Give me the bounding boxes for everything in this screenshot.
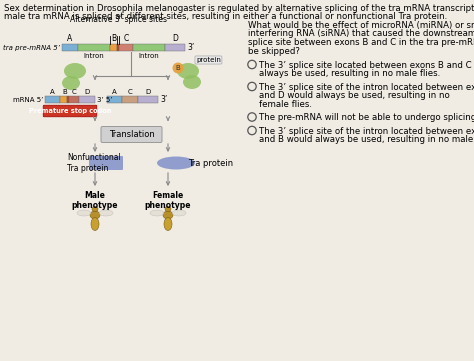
Text: Tra protein: Tra protein [188, 158, 233, 168]
Text: splice site between exons B and C in the tra pre-mRNA to: splice site between exons B and C in the… [248, 38, 474, 47]
Text: Translation: Translation [109, 130, 155, 139]
Text: Sex determination in Drosophila melanogaster is regulated by alternative splicin: Sex determination in Drosophila melanoga… [4, 4, 474, 13]
Text: and B would always be used, resulting in no male flies.: and B would always be used, resulting in… [259, 135, 474, 144]
Ellipse shape [77, 210, 91, 216]
Text: Female
phenotype: Female phenotype [145, 191, 191, 210]
Text: 3’: 3’ [160, 95, 167, 104]
Text: A: A [50, 89, 55, 95]
Bar [138, 96, 158, 103]
Text: male tra mRNA is spliced at different sites, resulting in either a functional or: male tra mRNA is spliced at different si… [4, 12, 447, 21]
FancyBboxPatch shape [101, 126, 162, 143]
Text: Nonfunctional
Tra protein: Nonfunctional Tra protein [67, 153, 121, 173]
Ellipse shape [183, 75, 201, 89]
Text: D: D [146, 89, 151, 95]
Text: tra pre-mRNA 5’: tra pre-mRNA 5’ [3, 44, 60, 51]
Ellipse shape [173, 62, 183, 74]
Bar [79, 96, 95, 103]
Text: B: B [176, 65, 181, 71]
Bar [119, 44, 133, 51]
Bar [45, 96, 60, 103]
Ellipse shape [64, 63, 86, 79]
Ellipse shape [62, 76, 80, 90]
Text: A: A [67, 34, 73, 43]
Ellipse shape [177, 63, 199, 79]
Ellipse shape [150, 210, 164, 216]
Text: Premature stop codon: Premature stop codon [29, 108, 111, 114]
Bar [165, 44, 185, 51]
Bar [69, 96, 79, 103]
FancyBboxPatch shape [89, 156, 123, 170]
Text: D: D [84, 89, 90, 95]
Text: female flies.: female flies. [259, 100, 312, 109]
Text: B: B [62, 89, 67, 95]
Ellipse shape [92, 206, 98, 212]
Text: Male
phenotype: Male phenotype [72, 191, 118, 210]
Bar [133, 44, 165, 51]
Bar [107, 96, 122, 103]
Ellipse shape [163, 211, 173, 219]
Text: C: C [72, 89, 76, 95]
Text: C: C [123, 34, 128, 43]
Text: C: C [128, 89, 132, 95]
Ellipse shape [90, 211, 100, 219]
Bar [60, 96, 67, 103]
Text: mRNA 5’: mRNA 5’ [13, 96, 43, 103]
Bar [78, 44, 110, 51]
Text: protein: protein [196, 57, 221, 63]
Text: Intron: Intron [83, 53, 104, 59]
Text: always be used, resulting in no male flies.: always be used, resulting in no male fli… [259, 70, 440, 78]
Bar [62, 44, 78, 51]
Text: The 3’ splice site of the intron located between exons C: The 3’ splice site of the intron located… [259, 83, 474, 92]
Text: Alternative 3’ splice sites: Alternative 3’ splice sites [70, 15, 167, 24]
FancyBboxPatch shape [43, 105, 97, 117]
Text: A: A [112, 89, 117, 95]
Ellipse shape [91, 217, 99, 231]
Bar [122, 96, 138, 103]
Text: 3’ 5’: 3’ 5’ [97, 96, 112, 103]
Text: and D would always be used, resulting in no: and D would always be used, resulting in… [259, 91, 450, 100]
Ellipse shape [165, 206, 171, 212]
Text: The 3’ splice site of the intron located between exons A: The 3’ splice site of the intron located… [259, 127, 474, 136]
Text: The pre-mRNA will not be able to undergo splicing.: The pre-mRNA will not be able to undergo… [259, 113, 474, 122]
Ellipse shape [172, 210, 186, 216]
Text: What would be the effect of microRNA (miRNA) or small: What would be the effect of microRNA (mi… [248, 21, 474, 30]
Text: 3’: 3’ [187, 43, 194, 52]
Text: be skipped?: be skipped? [248, 47, 300, 56]
Ellipse shape [164, 217, 172, 231]
Text: D: D [172, 34, 178, 43]
Bar [67, 96, 69, 103]
Bar [110, 44, 117, 51]
Text: B: B [111, 34, 116, 43]
Text: Intron: Intron [138, 53, 159, 59]
Ellipse shape [99, 210, 113, 216]
Bar [117, 44, 119, 51]
Ellipse shape [157, 157, 195, 170]
Text: interfering RNA (siRNA) that caused the downstream 3’: interfering RNA (siRNA) that caused the … [248, 30, 474, 39]
Text: The 3’ splice site located between exons B and C would: The 3’ splice site located between exons… [259, 61, 474, 70]
